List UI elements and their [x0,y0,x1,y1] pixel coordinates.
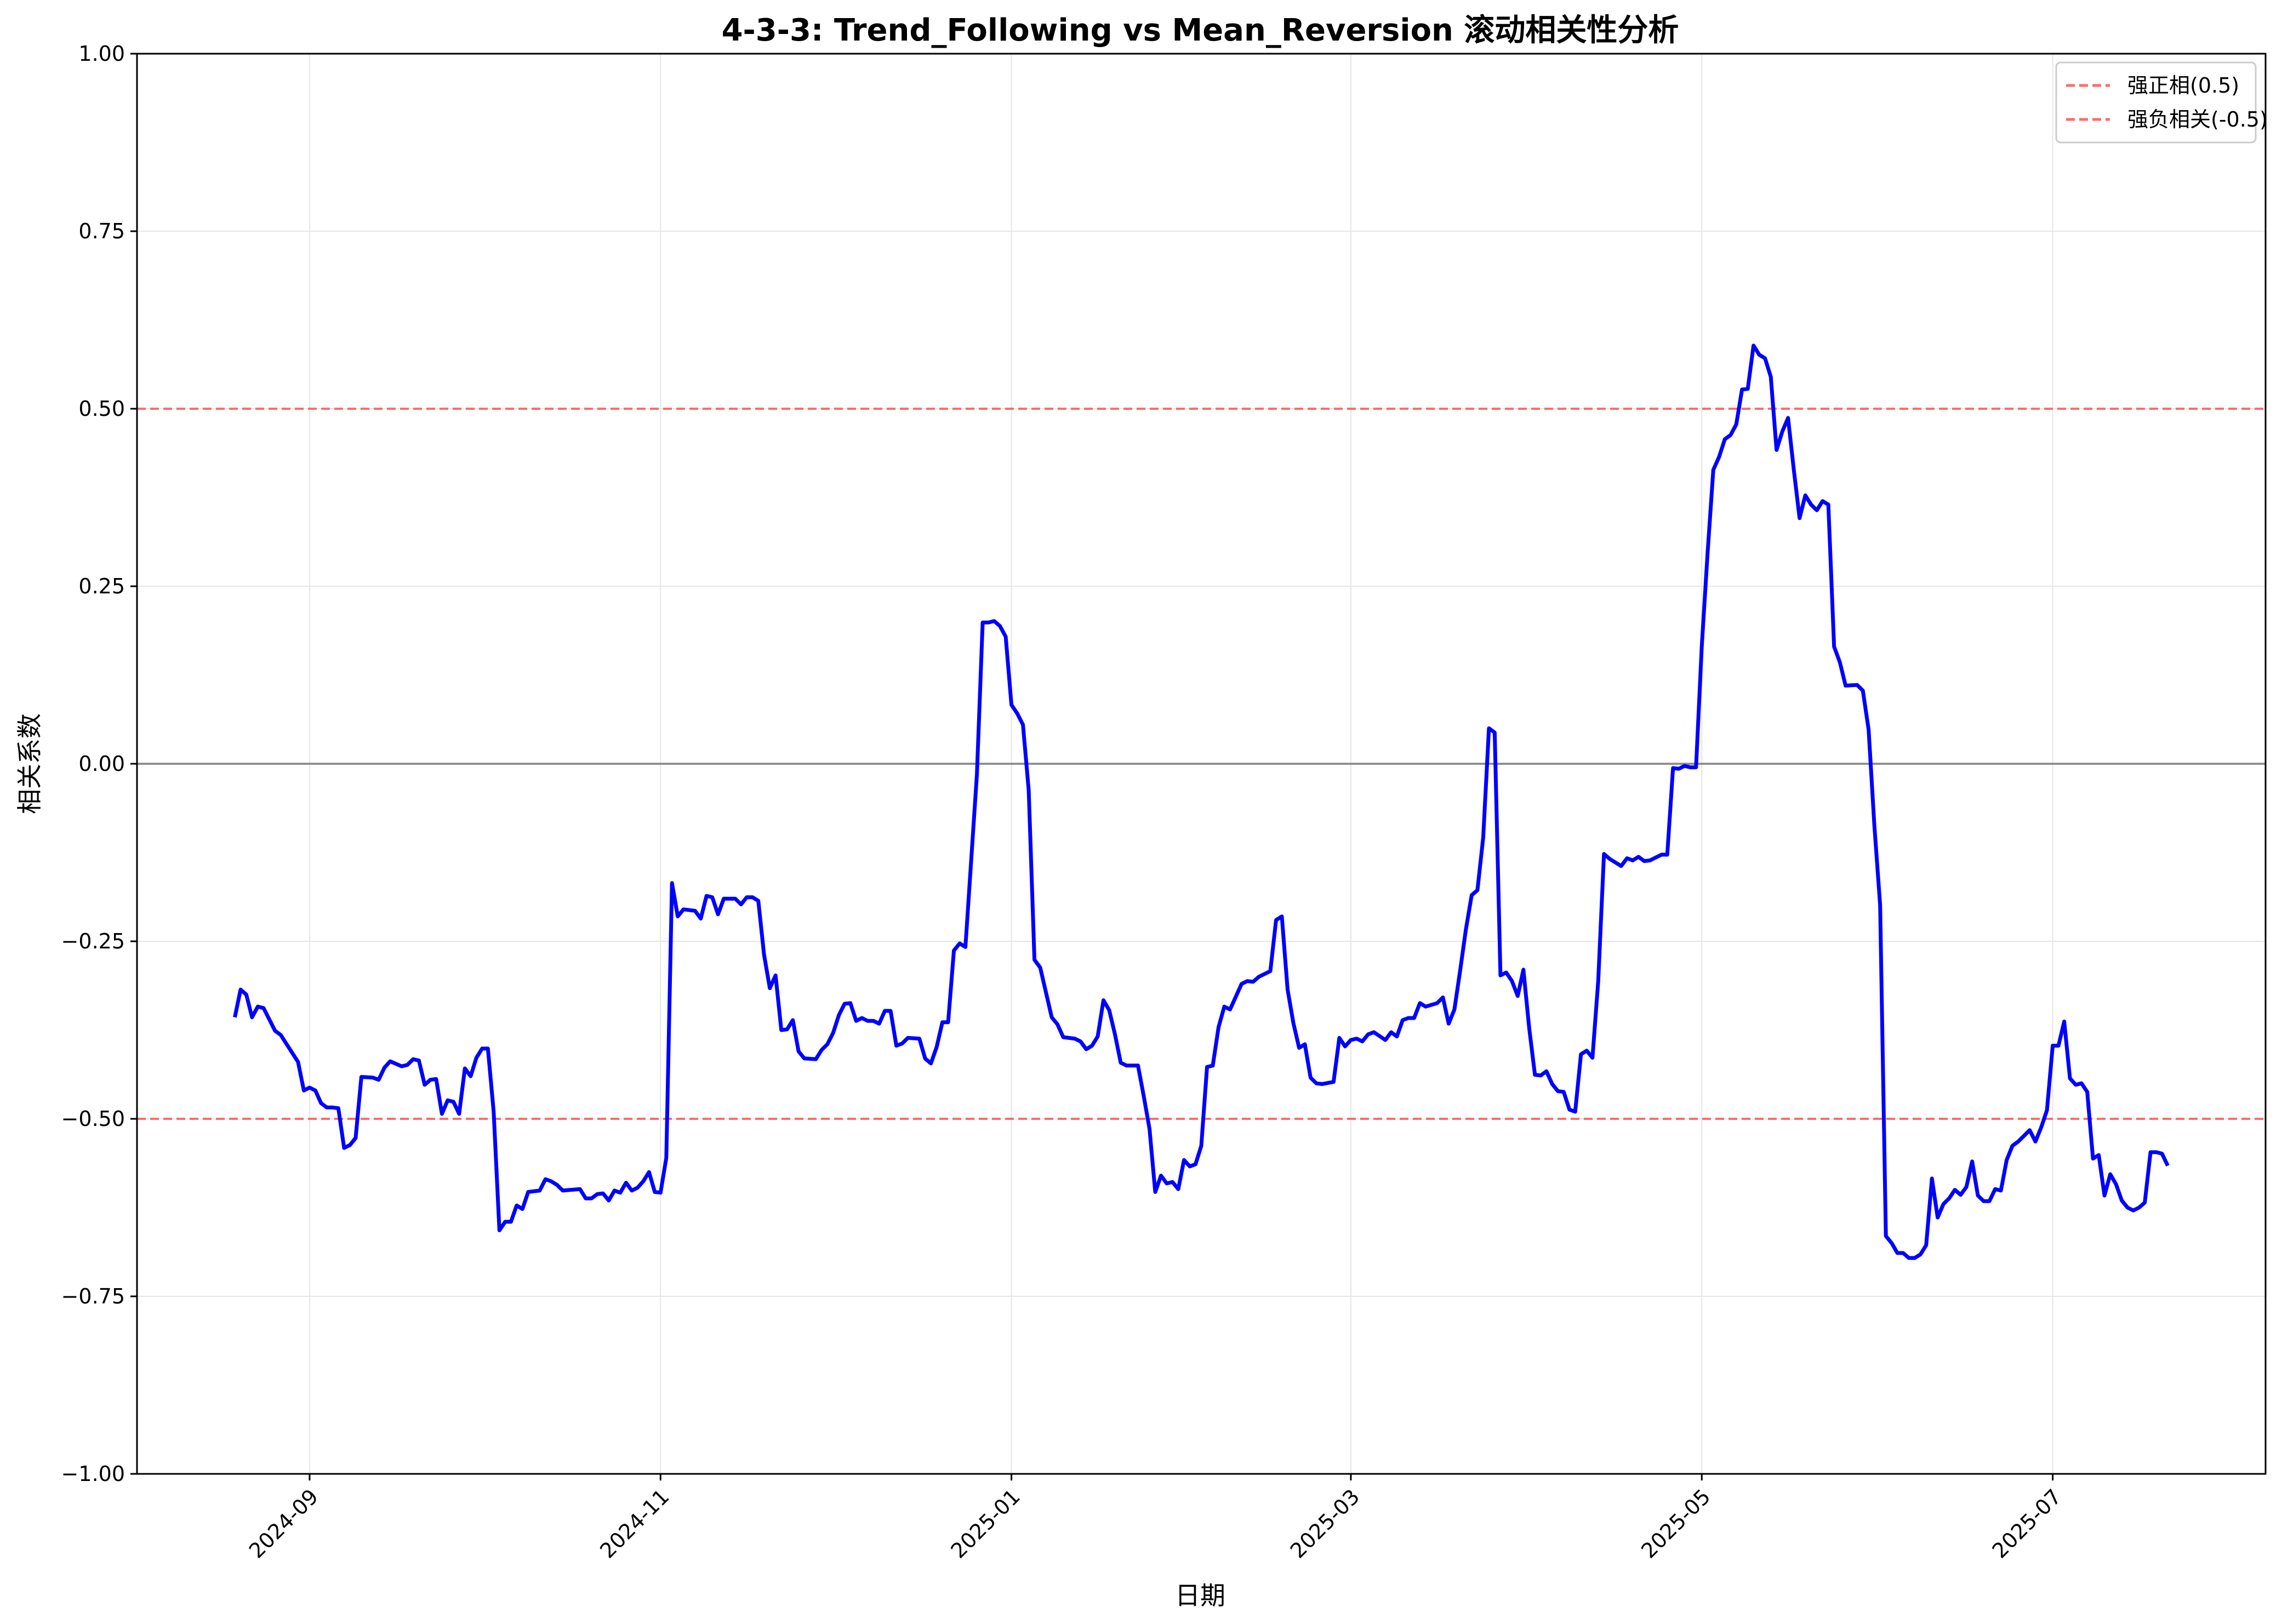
y-tick-label: 0.00 [78,752,125,776]
y-tick-label: −0.75 [61,1284,125,1308]
series-layer [233,344,2170,1260]
y-axis: 1.00 0.75 0.50 0.25 0.00 −0.25 −0.50 −0.75 −1.00 [61,42,137,1486]
correlation-series-line [233,344,2170,1260]
y-tick-label: 0.50 [78,397,125,421]
y-axis-label: 相关系数 [15,713,44,814]
reference-lines [137,408,2266,1120]
chart-title: 4-3-3: Trend_Following vs Mean_Reversion… [722,13,1679,48]
y-tick-label: 1.00 [78,42,125,66]
y-tick-label: −0.50 [61,1107,125,1131]
legend-label-strong-negative: 强负相关(-0.5) [2127,107,2268,131]
y-tick-label: 0.75 [78,219,125,243]
y-tick-label: 0.25 [78,574,125,598]
legend-label-strong-positive: 强正相(0.5) [2127,73,2239,98]
legend-box [2055,61,2257,144]
y-tick-label: −1.00 [61,1462,125,1486]
x-axis-label: 日期 [1175,1581,1225,1610]
y-tick-label: −0.25 [61,929,125,953]
legend: 强正相(0.5) 强负相关(-0.5) [2055,61,2268,144]
